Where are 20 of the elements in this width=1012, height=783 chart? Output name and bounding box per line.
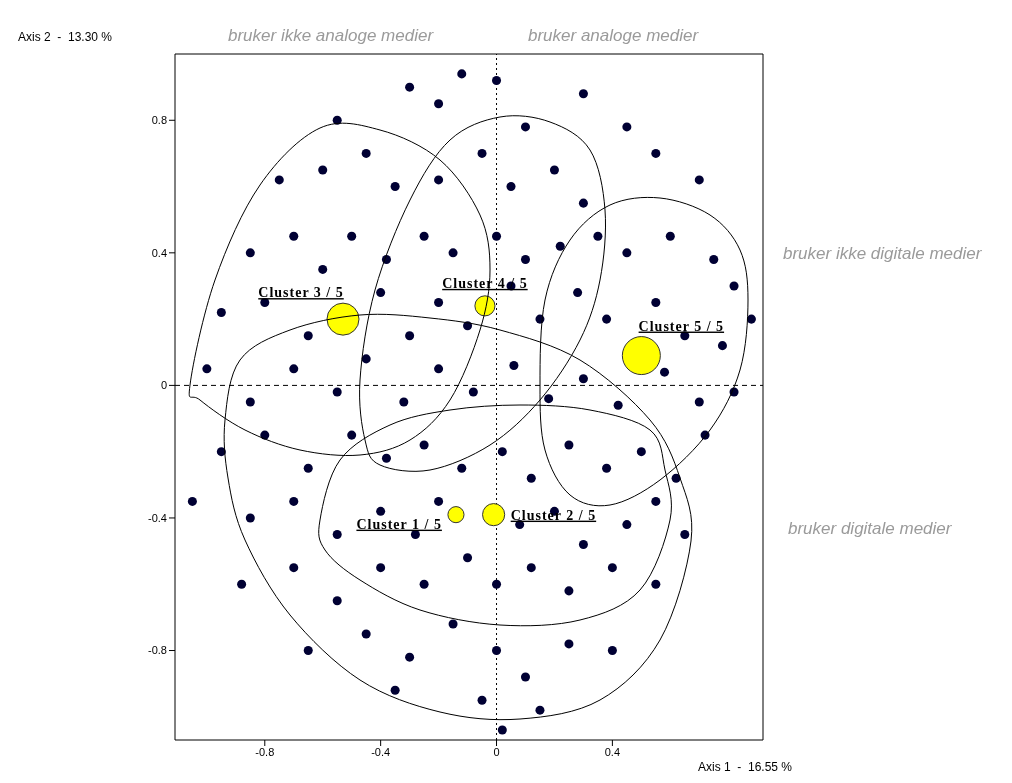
- series-label: Cluster 4 / 5: [442, 275, 528, 291]
- series-label: Cluster 1 / 5: [356, 516, 442, 532]
- series-label: Cluster 5 / 5: [638, 318, 725, 334]
- x-tick-label: 0.4: [604, 745, 621, 758]
- text: bruker analoge medier: [528, 26, 699, 46]
- y-tick-label: 0: [160, 379, 167, 392]
- y-axis-title: Axis 2 - 13.30 %: [18, 30, 113, 44]
- y-tick-label: -0.8: [148, 644, 167, 657]
- y-tick-label: -0.4: [148, 511, 167, 524]
- x-axis-title: Axis 1 - 16.55 %: [698, 760, 793, 774]
- y-tick-label: 0.4: [151, 246, 167, 259]
- x-tick-label: -0.8: [255, 745, 275, 758]
- text: bruker ikke digitale medier: [783, 244, 982, 264]
- series-label: Cluster 3 / 5: [258, 285, 344, 301]
- text: bruker ikke analoge medier: [228, 26, 434, 46]
- series-label: Cluster 2 / 5: [510, 507, 597, 523]
- y-tick-label: 0.8: [151, 114, 167, 127]
- x-tick-label: -0.4: [371, 745, 391, 758]
- text: bruker digitale medier: [788, 519, 952, 539]
- x-tick-label: 0: [493, 745, 500, 758]
